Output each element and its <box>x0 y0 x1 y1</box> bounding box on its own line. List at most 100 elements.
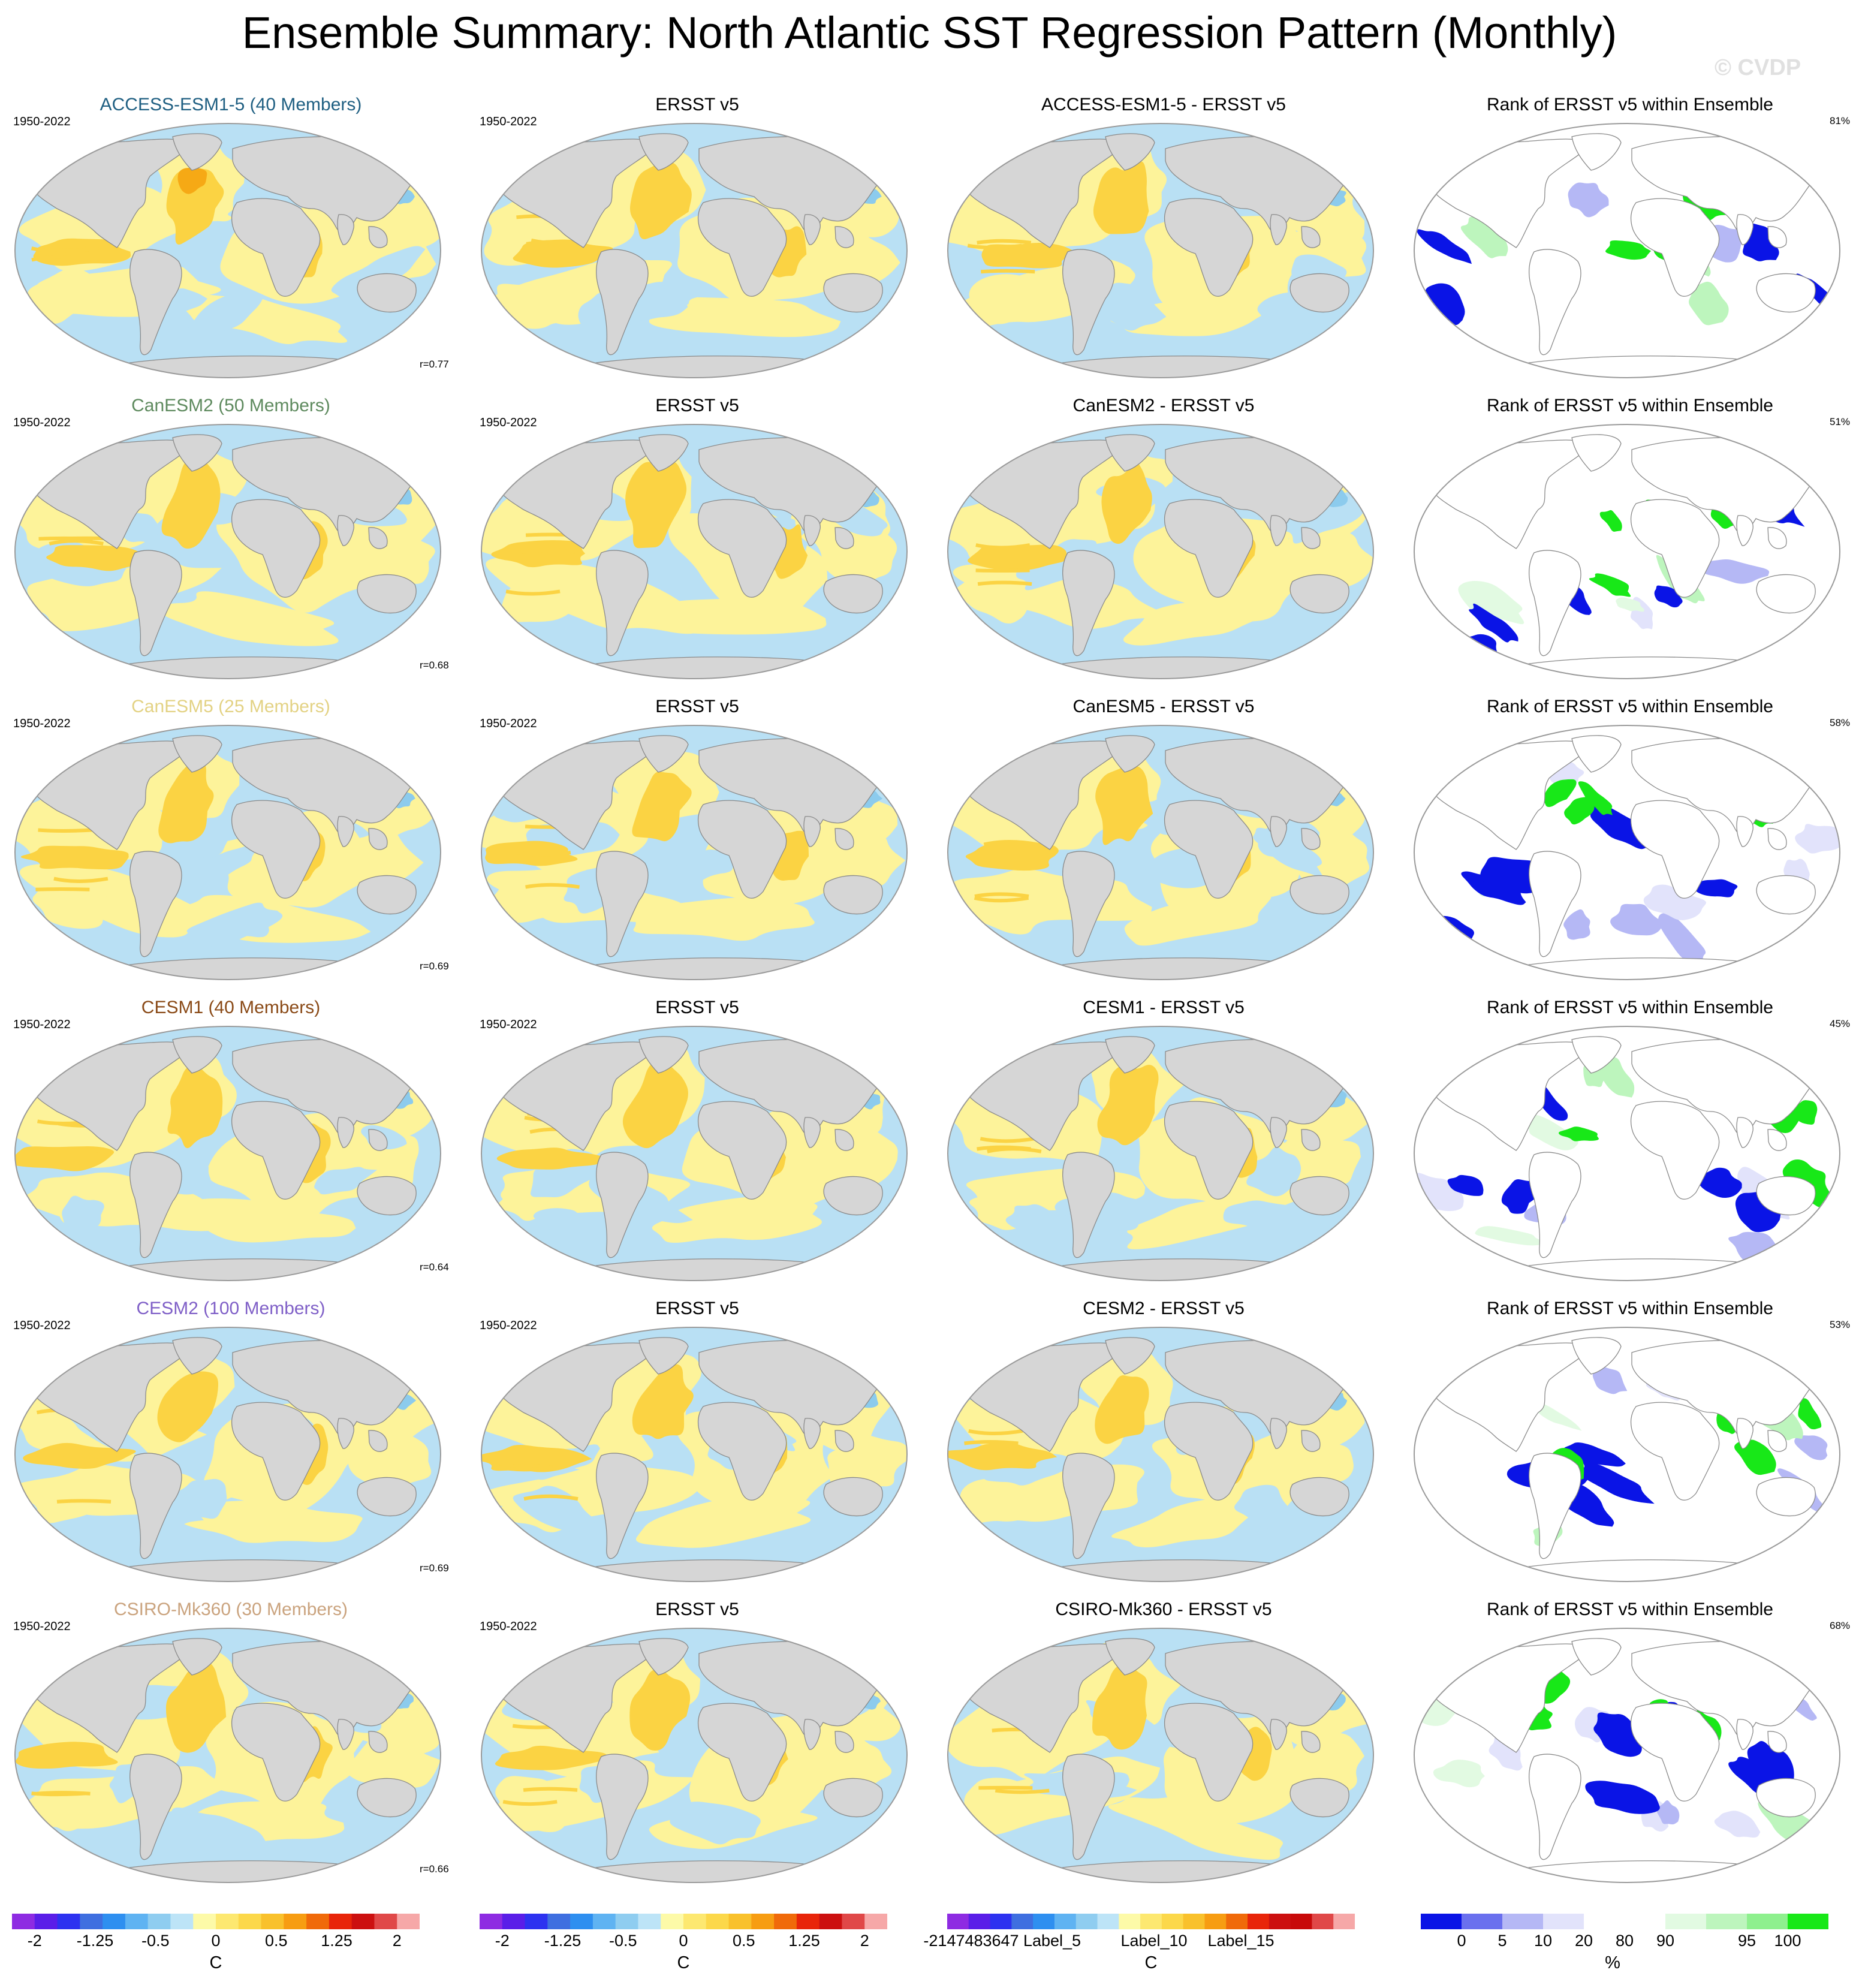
field-blob <box>496 1147 611 1170</box>
field-blob <box>495 1745 609 1770</box>
panel-diff-title: CSIRO-Mk360 - ERSST v5 <box>1055 1600 1272 1619</box>
land-india <box>1270 1418 1287 1449</box>
land-north-america <box>965 1342 1125 1452</box>
land-africa <box>1630 499 1720 598</box>
panel-r1-c1: ACCESS-ESM1-5 (40 Members) 1950-2022 r=0.7… <box>0 95 462 394</box>
field-blob <box>20 845 129 870</box>
field-band <box>31 255 86 262</box>
field-blob <box>1616 597 1644 612</box>
land-greenland <box>1105 434 1155 472</box>
colorbar-tick-label: 0.5 <box>264 1932 288 1950</box>
colorbar-swatch <box>968 1914 991 1929</box>
colorbar-swatch <box>170 1914 194 1929</box>
rank-map <box>1414 1026 1840 1281</box>
field-blob <box>1124 895 1272 946</box>
colorbar-tick-label: 100 <box>1774 1932 1801 1950</box>
sst-map <box>481 1628 908 1883</box>
colorbar-tick-label: 10 <box>1533 1932 1553 1950</box>
rank-map <box>1414 424 1840 679</box>
field-blob <box>1234 1484 1297 1529</box>
field-blob <box>167 1065 223 1149</box>
colorbar-tick-label: -2 <box>27 1932 42 1950</box>
land-north-america <box>32 1041 192 1151</box>
colorbar-swatch <box>1183 1914 1206 1929</box>
field-band <box>38 828 92 833</box>
land-africa <box>697 198 787 297</box>
land-greenland <box>172 1036 222 1074</box>
land-south-america <box>1529 249 1581 356</box>
land-se-asia <box>834 1430 854 1452</box>
land-india <box>1736 1719 1753 1750</box>
colorbar-swatch <box>284 1914 307 1929</box>
rank-map <box>1414 725 1840 980</box>
land-south-america <box>596 851 649 957</box>
sst-map <box>14 1327 441 1582</box>
field-blob <box>666 850 742 884</box>
field-band <box>516 850 571 857</box>
colorbar-tick-label: 95 <box>1737 1932 1756 1950</box>
land-africa <box>1630 800 1720 899</box>
colorbar-swatch <box>34 1914 58 1929</box>
map-outline <box>947 1327 1374 1582</box>
land-south-america <box>596 1453 649 1559</box>
field-blob <box>1643 884 1706 920</box>
field-band <box>980 1137 1035 1143</box>
field-blob <box>1605 240 1652 260</box>
field-blob <box>481 1444 592 1472</box>
colorbar-swatch <box>1665 1914 1707 1929</box>
panel-r2-c1: CanESM2 (50 Members) 1950-2022 r=0.68 <box>0 396 462 695</box>
land-greenland <box>1571 1638 1622 1676</box>
panel-r4-c4: Rank of ERSST v5 within Ensemble 45% <box>1399 998 1859 1297</box>
land-greenland <box>638 434 689 472</box>
panel-r5-c4: Rank of ERSST v5 within Ensemble 53% <box>1399 1299 1859 1598</box>
panel-years: 1950-2022 <box>13 1620 71 1633</box>
colorbar-swatch <box>1706 1914 1747 1929</box>
land-india <box>1270 515 1287 546</box>
pattern-correlation: r=0.68 <box>420 659 449 671</box>
field-blob <box>956 573 1037 624</box>
colorbar-swatch <box>1054 1914 1077 1929</box>
field-blob <box>1593 1712 1642 1757</box>
map-outline <box>481 123 908 378</box>
land-se-asia <box>368 1430 388 1452</box>
land-north-america <box>499 1643 659 1753</box>
colorbar-tick-label: 0 <box>1457 1932 1466 1950</box>
land-india <box>1270 1117 1287 1148</box>
colorbar-tick-label: Label_5 <box>1023 1932 1081 1950</box>
field-blob <box>348 1430 432 1493</box>
colorbar-tick-label: -1.25 <box>544 1932 581 1950</box>
field-band <box>975 543 1031 550</box>
panel-rank-title: Rank of ERSST v5 within Ensemble <box>1487 998 1773 1017</box>
sst-map <box>14 123 441 378</box>
field-band <box>520 549 576 554</box>
land-africa <box>231 1402 321 1501</box>
land-south-america <box>1062 1453 1115 1559</box>
colorbar-3: -2147483647 Label_5 Label_10 Label_15 C <box>923 1914 1355 1980</box>
land-africa <box>1164 1703 1254 1802</box>
rank-percent: 68% <box>1830 1620 1851 1631</box>
land-greenland <box>1571 133 1622 171</box>
field-band <box>523 1787 578 1792</box>
colorbar-swatch <box>638 1914 661 1929</box>
land-north-america <box>1432 1342 1592 1452</box>
colorbar-tick-label: -0.5 <box>608 1932 637 1950</box>
colorbar-swatch <box>1502 1914 1544 1929</box>
land-australia <box>1756 574 1816 614</box>
land-africa <box>1164 1101 1254 1200</box>
field-blob <box>1578 781 1613 815</box>
panel-years: 1950-2022 <box>480 1018 537 1031</box>
land-australia <box>1289 875 1349 915</box>
field-blob <box>622 1060 688 1149</box>
map-outline <box>947 1026 1374 1281</box>
land-india <box>803 515 821 546</box>
colorbar-swatch <box>842 1914 865 1929</box>
land-australia <box>823 1778 883 1818</box>
colorbar-tick-label: 1.25 <box>321 1932 352 1950</box>
rank-percent: 45% <box>1830 1018 1851 1029</box>
pattern-correlation: r=0.69 <box>420 960 449 972</box>
field-band <box>967 243 1022 250</box>
sst-map <box>481 424 908 679</box>
map-outline <box>481 1026 908 1281</box>
colorbar-swatches <box>12 1914 420 1929</box>
land-se-asia <box>834 828 854 850</box>
